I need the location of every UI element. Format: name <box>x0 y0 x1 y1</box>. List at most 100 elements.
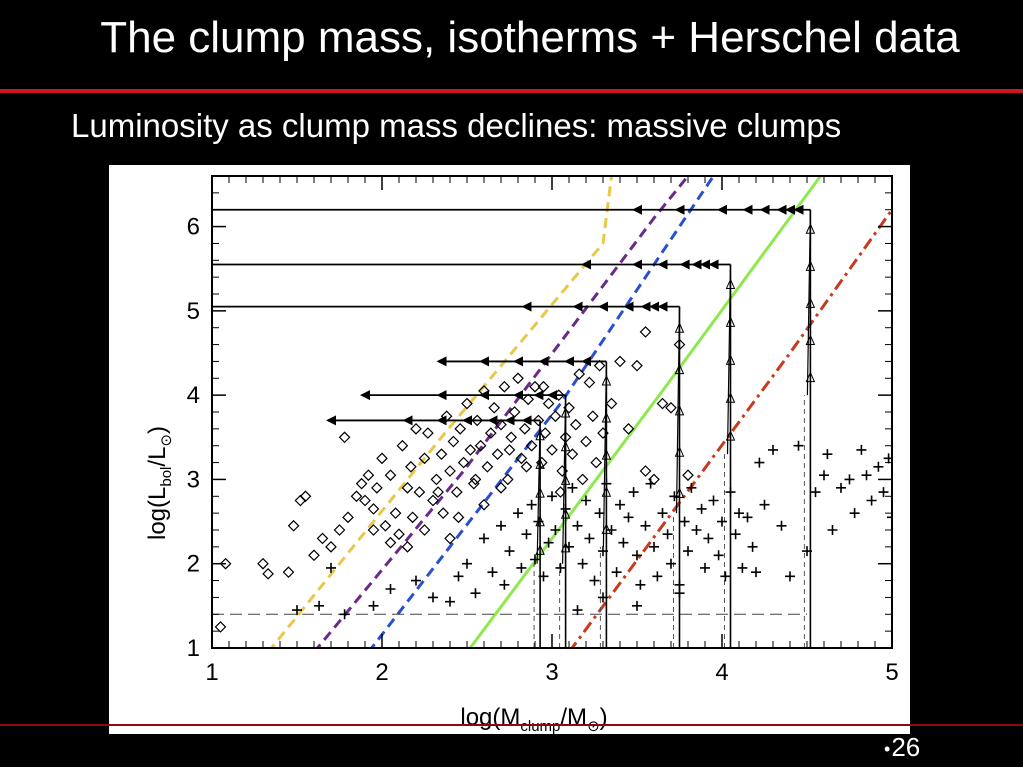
title-divider <box>0 89 1023 93</box>
diamond-point <box>450 486 463 498</box>
plus-point <box>861 470 872 481</box>
diamond-point <box>566 448 579 460</box>
plus-point <box>560 503 571 514</box>
luminosity-mass-chart: 1 2 3 4 5 1 2 3 4 5 6 log(Mclump/M⊙) log(Lbol/L⊙) <box>144 175 899 734</box>
diamond-point <box>389 507 402 519</box>
plus-point <box>720 571 731 582</box>
track-arrow <box>776 204 787 215</box>
diamond-point <box>631 359 643 372</box>
diamond-point <box>520 460 533 473</box>
diamond-point <box>316 532 329 545</box>
track-arrow <box>402 415 413 426</box>
plus-point <box>747 541 758 552</box>
diamond-point <box>401 482 414 494</box>
diamond-point <box>546 444 558 456</box>
track-arrow <box>521 301 532 312</box>
diamond-point <box>440 410 453 423</box>
diamond-point <box>367 524 380 536</box>
plus-point <box>666 558 676 569</box>
track-rise-arrow <box>725 278 736 289</box>
plus-point <box>567 482 578 493</box>
track-arrow <box>657 259 668 270</box>
y-tick-label: 5 <box>187 298 200 325</box>
plus-point <box>674 579 685 590</box>
diamond-point <box>457 456 470 469</box>
track-arrow <box>742 204 753 215</box>
plus-point <box>538 571 549 582</box>
y-tick-label: 4 <box>187 382 200 409</box>
diamond-point <box>437 507 450 519</box>
y-axis-label: log(Lbol/L⊙) <box>144 426 175 540</box>
plus-point <box>615 499 625 510</box>
plus-point <box>640 520 651 531</box>
diamond-point <box>532 414 545 427</box>
plus-point <box>326 562 336 573</box>
plus-point <box>734 508 744 519</box>
page-number: •26 <box>884 730 920 766</box>
track-arrow <box>533 390 544 401</box>
diamond-point <box>605 397 618 410</box>
plus-point <box>696 503 707 514</box>
diamond-point <box>639 326 652 338</box>
plus-point <box>628 487 639 498</box>
track-arrow <box>691 259 702 270</box>
plus-point <box>717 516 727 527</box>
plus-point <box>725 487 736 498</box>
plus-point <box>530 554 540 565</box>
track-arrow <box>640 301 651 312</box>
plus-point <box>703 533 714 544</box>
diamond-point <box>478 385 490 397</box>
diamond-point <box>427 494 439 507</box>
diamond-point <box>257 557 269 570</box>
page-number-value: 26 <box>891 732 921 762</box>
diamond-point <box>379 519 392 532</box>
track-arrow <box>487 415 498 426</box>
plus-point <box>601 478 612 489</box>
diamond-point <box>495 482 507 494</box>
plus-point <box>836 482 846 493</box>
diamond-point <box>549 410 562 423</box>
diamond-point <box>287 519 300 532</box>
track-arrow <box>700 259 710 270</box>
track-arrow <box>521 415 532 426</box>
track-rise-arrow <box>535 544 545 555</box>
diamond-point <box>464 444 477 456</box>
track-arrow <box>504 415 515 426</box>
track-rise-arrow <box>601 411 612 423</box>
isotherm-line-3 <box>369 176 715 648</box>
plus-point <box>572 520 583 531</box>
diamond-point <box>491 448 504 460</box>
diamond-point <box>469 473 482 486</box>
diamond-point <box>384 469 397 482</box>
page-bullet: • <box>884 739 891 760</box>
diamond-point <box>432 486 444 498</box>
diamond-point <box>447 435 460 448</box>
track-6 <box>212 204 816 648</box>
diamond-point <box>299 490 312 503</box>
diamond-point <box>444 532 456 545</box>
track-arrow <box>581 259 591 270</box>
track-arrow <box>513 356 523 367</box>
isotherm-line-4 <box>468 176 822 648</box>
isotherm-line-2 <box>315 176 690 648</box>
plus-point <box>589 575 600 586</box>
plus-point <box>487 567 498 578</box>
track-arrow <box>513 390 523 401</box>
plus-point <box>292 605 302 616</box>
plus-point <box>866 495 877 506</box>
plus-point <box>652 571 663 582</box>
plus-point <box>453 571 464 582</box>
track-arrow <box>632 204 642 215</box>
track-1 <box>326 415 545 648</box>
plus-point <box>708 495 719 506</box>
y-tick-label: 1 <box>187 635 200 662</box>
plus-point <box>700 562 710 573</box>
plus-point <box>819 470 829 481</box>
plus-point <box>649 541 659 552</box>
track-rise-arrow <box>805 260 816 271</box>
plus-point <box>550 525 561 535</box>
y-tick-label: 3 <box>187 466 200 493</box>
track-rise-arrow <box>560 474 571 485</box>
diamond-point <box>418 452 431 465</box>
plus-point <box>887 512 892 523</box>
